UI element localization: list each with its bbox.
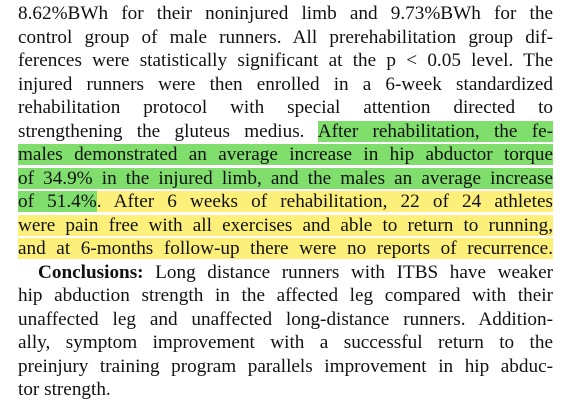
text: hip abduction strength in the affected l… xyxy=(18,285,553,306)
text-line: injured runners were then enrolled in a … xyxy=(18,73,553,96)
text: Long distance runners with ITBS have wea… xyxy=(143,261,553,283)
text: ferences were statistically significant … xyxy=(18,50,553,71)
highlighted-text: males demonstrated an average increase i… xyxy=(18,144,553,165)
text: preinjury training program parallels imp… xyxy=(18,355,553,377)
text-line: males demonstrated an average increase i… xyxy=(18,143,553,166)
text: strengthening the gluteus medius. xyxy=(18,120,318,142)
text: control group of male runners. All prere… xyxy=(18,26,553,48)
text-line: and at 6-months follow-up there were no … xyxy=(18,237,553,260)
text-line: strengthening the gluteus medius. After … xyxy=(18,120,553,143)
text-line: of 34.9% in the injured limb, and the ma… xyxy=(18,167,553,190)
text: unaffected leg and unaffected long-dista… xyxy=(18,308,553,330)
text-line: of 51.4%. After 6 weeks of rehabilitatio… xyxy=(18,190,553,213)
highlighted-text: After rehabilitation, the fe- xyxy=(317,120,553,142)
text-line: Conclusions: Long distance runners with … xyxy=(38,261,553,284)
text-line: unaffected leg and unaffected long-dista… xyxy=(18,308,553,331)
highlighted-text: of 34.9% in the injured limb, and the ma… xyxy=(18,167,553,189)
text: rehabilitation protocol with special att… xyxy=(18,97,553,118)
text-line: rehabilitation protocol with special att… xyxy=(18,96,553,119)
text: ally, symptom improvement with a success… xyxy=(18,332,553,353)
bold-text: Conclusions: xyxy=(38,261,144,283)
text-line: tor strength. xyxy=(18,378,553,400)
text: 8.62%BWh for their noninjured limb and 9… xyxy=(18,3,553,24)
text-line: ferences were statistically significant … xyxy=(18,49,553,72)
text-line: ally, symptom improvement with a success… xyxy=(18,331,553,354)
text-line: preinjury training program parallels imp… xyxy=(18,355,553,378)
text-line: control group of male runners. All prere… xyxy=(18,26,553,49)
text-line: hip abduction strength in the affected l… xyxy=(18,284,553,307)
text: injured runners were then enrolled in a … xyxy=(18,73,553,95)
text-line: 8.62%BWh for their noninjured limb and 9… xyxy=(18,2,553,25)
text-line: were pain free with all exercises and ab… xyxy=(18,214,553,237)
text: tor strength. xyxy=(18,379,111,400)
highlighted-text: . After 6 weeks of rehabilitation, 22 of… xyxy=(96,191,553,212)
highlighted-text: and at 6-months follow-up there were no … xyxy=(18,238,553,259)
highlighted-text: were pain free with all exercises and ab… xyxy=(18,214,553,236)
highlighted-text: of 51.4% xyxy=(18,191,97,212)
